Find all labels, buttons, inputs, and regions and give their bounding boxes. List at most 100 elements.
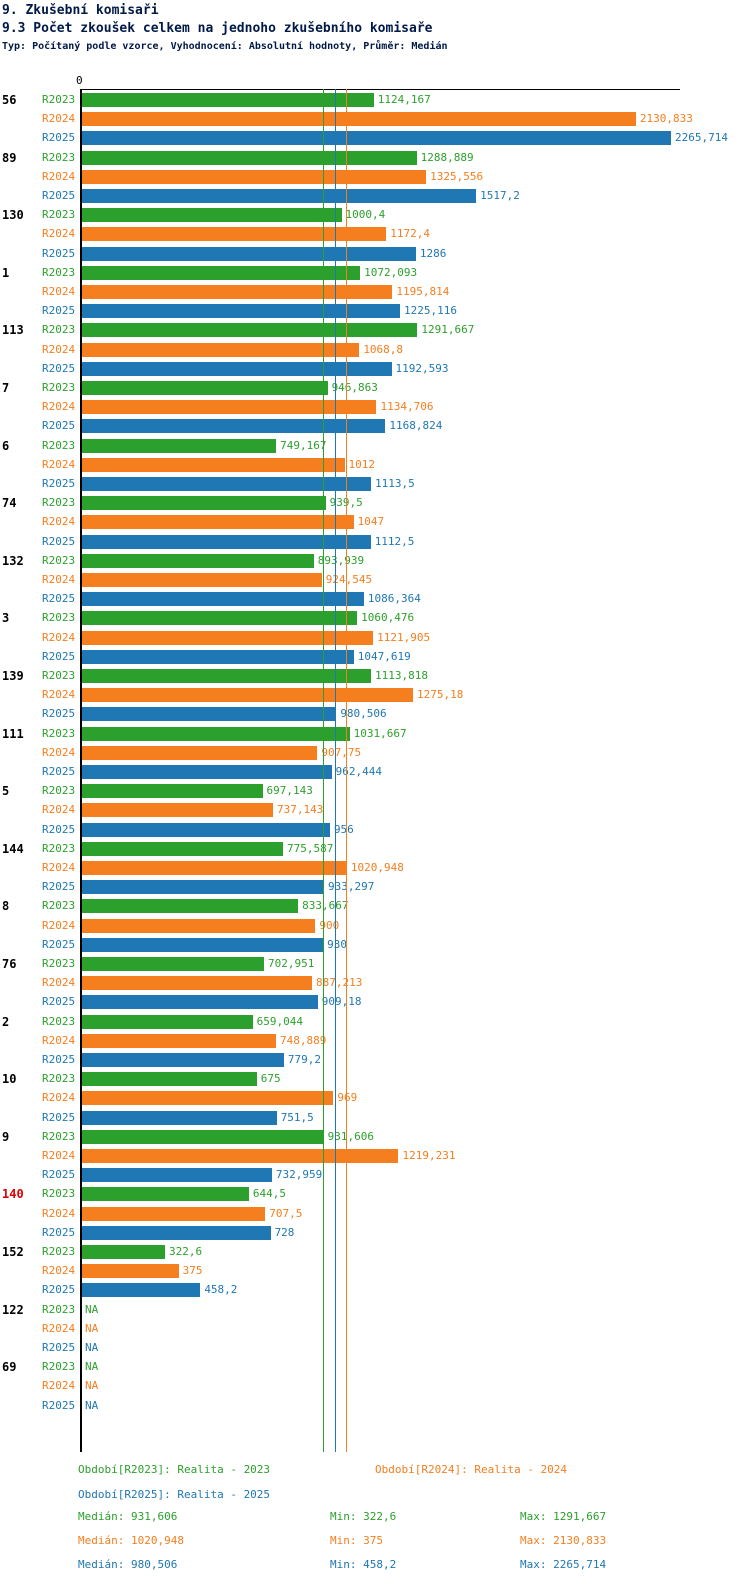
median-line-r2024 <box>345 89 347 1452</box>
na-label: NA <box>85 1398 99 1412</box>
bar-value-label: 2265,714 <box>675 131 728 145</box>
bar-value-label: 1286 <box>419 246 447 260</box>
group-label: 1 <box>2 265 10 280</box>
group-label: 144 <box>2 841 24 856</box>
bar-r2023 <box>81 553 314 568</box>
bar-value-label: 1168,824 <box>389 419 443 433</box>
series-label-r2023: R2023 <box>42 1187 76 1201</box>
bar-r2023 <box>81 784 263 799</box>
series-label-r2023: R2023 <box>42 1360 76 1374</box>
group-label: 5 <box>2 784 10 799</box>
series-label-r2025: R2025 <box>42 592 76 606</box>
bar-r2023 <box>81 265 361 280</box>
series-label-r2024: R2024 <box>42 227 76 241</box>
series-label-r2024: R2024 <box>42 169 76 183</box>
bar-r2025 <box>81 1110 277 1125</box>
group-label: 111 <box>2 726 24 741</box>
bar-value-label: 893,939 <box>317 553 365 567</box>
group-label: 122 <box>2 1302 24 1317</box>
group-label: 7 <box>2 381 10 395</box>
series-label-r2023: R2023 <box>42 323 76 337</box>
bar-r2025 <box>81 477 371 491</box>
series-label-r2023: R2023 <box>42 381 76 394</box>
series-label-r2024: R2024 <box>42 515 76 529</box>
bar-value-label: 1113,5 <box>374 477 415 490</box>
bar-value-label: 702,951 <box>268 957 315 970</box>
bar-r2023 <box>81 1187 249 1202</box>
stat-median-r2023: Medián: 931,606 <box>78 1510 178 1523</box>
series-label-r2025: R2025 <box>42 131 76 145</box>
bar-value-label: 1219,231 <box>402 1149 456 1162</box>
series-label-r2024: R2024 <box>42 1321 76 1335</box>
series-label-r2025: R2025 <box>42 1110 76 1124</box>
series-label-r2025: R2025 <box>42 1398 76 1412</box>
bar-value-label: 1047 <box>357 515 385 529</box>
bar-value-label: 659,044 <box>256 1014 303 1028</box>
bar-value-label: 1086,364 <box>367 592 421 606</box>
group-label: 69 <box>2 1360 17 1375</box>
bar-r2025 <box>81 995 318 1010</box>
bar-r2024 <box>81 1033 276 1048</box>
bar-value-label: 1072,093 <box>364 265 418 279</box>
bar-r2025 <box>81 822 330 837</box>
bar-value-label: 675 <box>260 1072 281 1086</box>
bar-value-label: 1325,556 <box>430 169 484 183</box>
group-label: 132 <box>2 553 24 568</box>
stat-max-r2024: Max: 2130,833 <box>520 1534 607 1547</box>
series-label-r2024: R2024 <box>42 1206 76 1220</box>
bar-r2025 <box>81 419 386 434</box>
bar-r2025 <box>81 189 477 203</box>
series-label-r2024: R2024 <box>42 400 76 414</box>
series-label-r2023: R2023 <box>42 150 76 164</box>
bar-value-label: 322,6 <box>169 1245 203 1258</box>
group-label: 140 <box>2 1187 24 1202</box>
bar-r2023 <box>81 1072 257 1087</box>
bar-value-label: 697,143 <box>266 784 313 798</box>
series-label-r2025: R2025 <box>42 1341 76 1354</box>
bar-r2025 <box>81 937 324 952</box>
bar-value-label: 969 <box>337 1091 358 1105</box>
series-label-r2023: R2023 <box>42 1072 76 1086</box>
group-label: 89 <box>2 150 17 165</box>
group-label: 6 <box>2 438 10 453</box>
series-label-r2025: R2025 <box>42 707 76 721</box>
bar-value-label: 900 <box>319 918 340 932</box>
bar-r2024 <box>81 630 374 645</box>
bar-value-label: 728 <box>274 1225 295 1239</box>
legend-r2023: Období[R2023]: Realita - 2023 <box>78 1463 271 1476</box>
series-label-r2023: R2023 <box>42 208 76 222</box>
bar-value-label: 1192,593 <box>395 361 449 375</box>
bar-r2025 <box>81 880 325 895</box>
na-label: NA <box>85 1321 99 1335</box>
bar-value-label: 1134,706 <box>380 400 434 414</box>
bar-value-label: 1031,667 <box>353 726 407 740</box>
series-label-r2025: R2025 <box>42 246 76 260</box>
series-label-r2024: R2024 <box>42 688 76 702</box>
bar-value-label: 930 <box>327 937 348 951</box>
series-label-r2023: R2023 <box>42 93 76 106</box>
bar-r2023 <box>81 841 283 856</box>
bar-value-label: 1517,2 <box>480 189 520 202</box>
bar-r2024 <box>81 918 316 933</box>
bar-r2025 <box>81 1225 271 1240</box>
stat-median-r2024: Medián: 1020,948 <box>78 1534 184 1547</box>
series-label-r2023: R2023 <box>42 841 76 855</box>
x-axis-zero-label: 0 <box>76 74 83 87</box>
series-label-r2024: R2024 <box>42 745 76 759</box>
group-label: 74 <box>2 496 17 511</box>
series-label-r2024: R2024 <box>42 976 76 990</box>
bar-value-label: 907,75 <box>321 745 362 759</box>
bar-value-label: 1275,18 <box>417 688 464 702</box>
bar-r2023 <box>81 1245 165 1259</box>
series-label-r2023: R2023 <box>42 265 76 279</box>
group-label: 9 <box>2 1129 10 1144</box>
series-label-r2025: R2025 <box>42 649 76 663</box>
bar-value-label: 1121,905 <box>377 630 431 644</box>
series-label-r2024: R2024 <box>42 861 76 874</box>
bar-r2025 <box>81 131 671 146</box>
bar-value-label: 1112,5 <box>374 534 415 548</box>
bar-value-label: 962,444 <box>335 765 382 778</box>
bar-r2024 <box>81 227 387 242</box>
bar-value-label: 1113,818 <box>375 669 429 682</box>
group-label: 130 <box>2 208 24 223</box>
